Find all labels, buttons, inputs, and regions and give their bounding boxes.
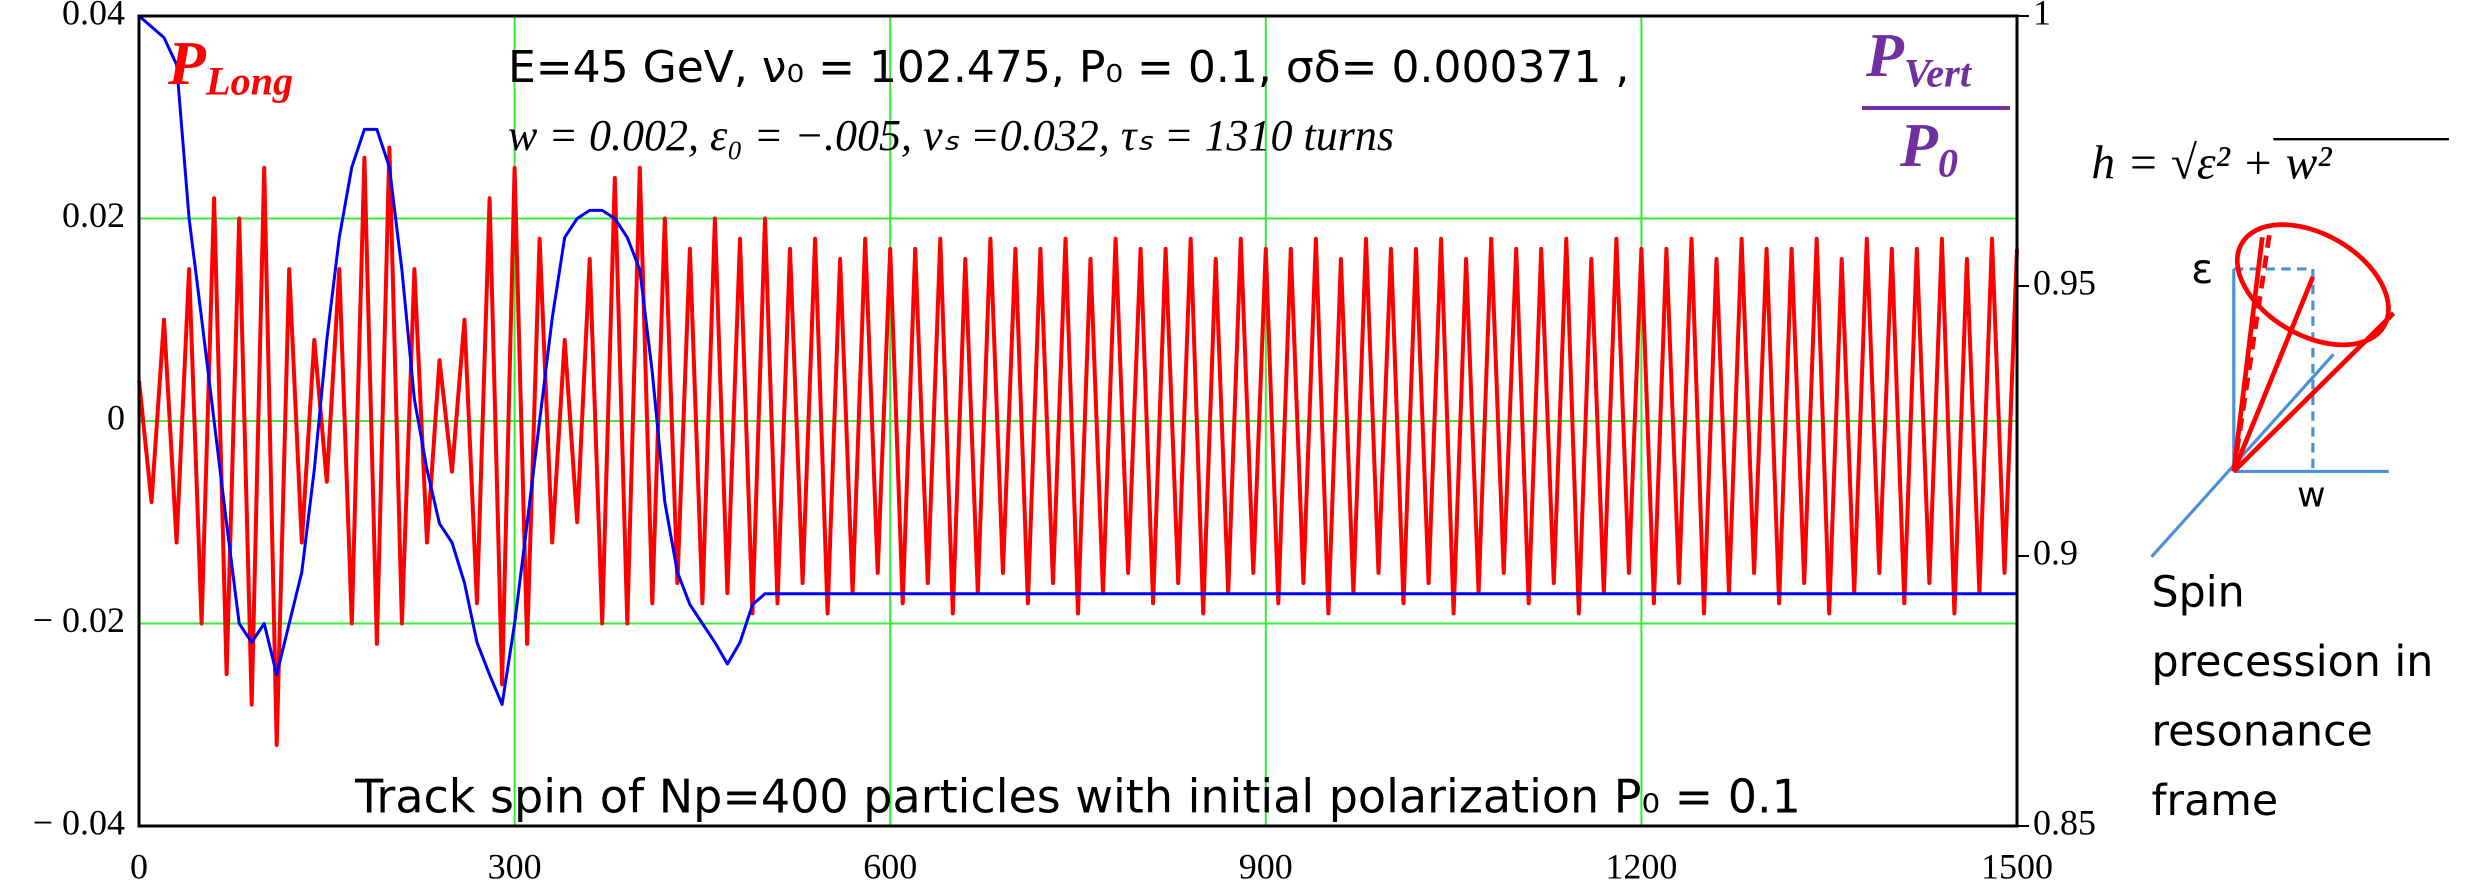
label-sub: 0 [1938, 141, 1958, 186]
y-tick-label: − 0.02 [33, 600, 125, 640]
series-label: PLong [167, 30, 293, 104]
y2-tick-label: 0.95 [2033, 262, 2096, 302]
label-main: P [1865, 22, 1905, 90]
y2-tick-label: 1 [2033, 0, 2051, 32]
label-main: P [167, 30, 207, 98]
x-tick-label: 1200 [1605, 846, 1677, 886]
series-line [138, 14, 2017, 706]
label-sub: Vert [1904, 51, 1973, 96]
y-tick-label: 0 [107, 397, 125, 437]
label-sub: Long [205, 59, 293, 104]
label-main: P [1899, 112, 1939, 180]
y2-tick-label: 0.85 [2033, 802, 2096, 842]
caption: precession in [2152, 637, 2434, 687]
epsilon-label: ε [2191, 245, 2213, 293]
y-tick-label: − 0.04 [33, 802, 125, 842]
x-tick-label: 1500 [1981, 846, 2053, 886]
caption: resonance [2152, 707, 2373, 757]
annotation: w = 0.002, ε₀ = −.005, νₛ =0.032, τₛ = 1… [508, 111, 1394, 160]
y-tick-label: 0.02 [62, 195, 125, 235]
plot-area: 0 300 600 900 1200 1500 − 0.04 − 0.02 0 0.02 0.04 0… [33, 0, 2096, 886]
spin-arrow [2232, 311, 2396, 474]
series-line [137, 145, 2019, 747]
spin-arrow [2231, 237, 2265, 472]
caption: Spin [2152, 567, 2245, 617]
formula: h = √ε² + w² [2091, 138, 2332, 190]
series-label: P0 [1899, 112, 1958, 186]
series-label: PVert [1865, 22, 1973, 96]
x-tick-label: 300 [488, 846, 542, 886]
spin-arrow [2231, 275, 2316, 473]
annotation: Track spin of Np=400 particles with init… [354, 770, 1801, 824]
x-tick-label: 900 [1239, 846, 1293, 886]
resonance-diagram: h = √ε² + w² ε w Spin precession in reso… [2091, 138, 2449, 826]
x-tick-label: 0 [130, 846, 148, 886]
y2-tick-label: 0.9 [2033, 532, 2078, 572]
plot-border [137, 14, 2019, 828]
x-tick-label: 600 [863, 846, 917, 886]
w-label: w [2297, 476, 2325, 516]
y-tick-label: 0.04 [62, 0, 125, 32]
caption: frame [2152, 776, 2279, 826]
annotation: E=45 GeV, ν₀ = 102.475, P₀ = 0.1, σδ= 0.… [508, 42, 1629, 93]
